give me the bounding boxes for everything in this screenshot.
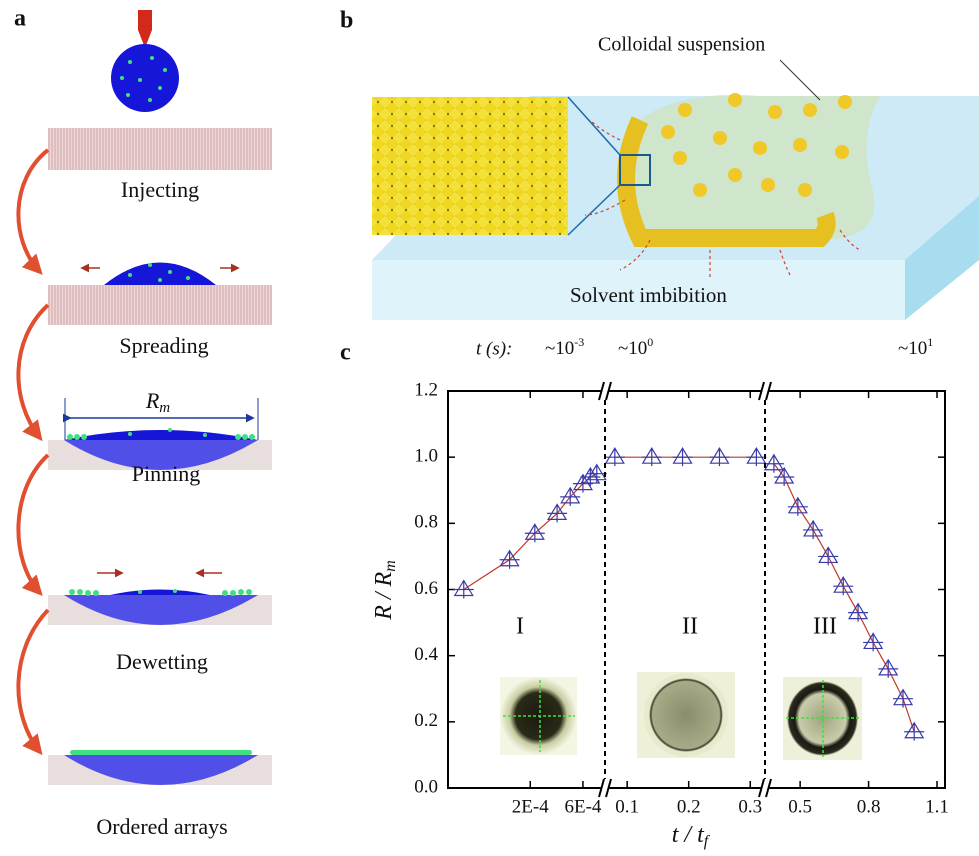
radius-sub: m <box>159 400 170 416</box>
region-label: II <box>682 614 698 640</box>
x-tick-label: 0.2 <box>677 796 701 817</box>
data-point <box>818 547 838 565</box>
panel-label: b <box>340 8 353 34</box>
data-point <box>904 723 924 741</box>
data-point <box>560 488 580 506</box>
droplet <box>64 430 258 440</box>
callout-line <box>780 60 820 100</box>
x-tick-label: 0.3 <box>738 796 762 817</box>
data-point <box>764 455 784 473</box>
time-mark-base: ~10 <box>618 338 647 359</box>
data-point <box>878 660 898 678</box>
x-label-base: t / t <box>672 822 705 848</box>
callout: Colloidal suspension <box>598 34 765 56</box>
y-tick-label: 1.0 <box>414 446 438 467</box>
step-label: Ordered arrays <box>96 814 227 839</box>
panel-label: a <box>14 6 26 32</box>
data-point <box>587 465 607 483</box>
radius-label: Rm <box>145 388 170 416</box>
figure: a Injecting Spreading Rm Pinning Dewetti… <box>0 0 979 856</box>
data-point <box>833 577 853 595</box>
time-mark: ~10-3 <box>545 335 584 360</box>
micrograph-disc <box>644 673 728 757</box>
crystal-inset <box>372 97 568 235</box>
x-axis-label: t / tf <box>672 822 711 850</box>
substrate <box>48 128 272 170</box>
ordered-array <box>70 750 252 755</box>
y-label-sub: m <box>382 560 399 572</box>
panel-b: b Colloidal suspension Solvent imbibitio… <box>340 8 979 321</box>
y-tick-label: 1.2 <box>414 379 438 400</box>
y-tick-label: 0.4 <box>414 644 438 665</box>
droplet <box>110 590 210 596</box>
data-point <box>863 633 883 651</box>
data-point <box>547 504 567 522</box>
y-tick-label: 0.0 <box>414 776 438 797</box>
substrate <box>48 285 272 325</box>
panel-label: c <box>340 340 351 366</box>
data-point <box>605 448 625 466</box>
x-tick-label: 2E-4 <box>512 796 549 817</box>
y-axis-label: R / Rm <box>371 560 399 621</box>
page: {"panel_a": {"label": "a", "steps": ["In… <box>0 0 979 856</box>
time-mark-base: ~10 <box>898 338 927 359</box>
time-mark-sup: 1 <box>927 335 933 349</box>
x-tick-label: 6E-4 <box>564 796 601 817</box>
caption: Solvent imbibition <box>570 283 727 307</box>
panel-a: a Injecting Spreading Rm Pinning Dewetti… <box>14 6 272 840</box>
needle <box>138 10 152 48</box>
data-point <box>848 604 868 622</box>
time-mark-sup: 0 <box>647 335 653 349</box>
data-point <box>774 468 794 486</box>
data-point <box>788 498 808 516</box>
data-point <box>803 521 823 539</box>
step-label: Spreading <box>119 333 208 358</box>
x-tick-label: 0.5 <box>788 796 812 817</box>
step-label: Pinning <box>132 461 200 486</box>
time-mark: ~101 <box>898 335 933 360</box>
region-label: III <box>813 614 837 640</box>
suspension <box>625 95 880 240</box>
x-tick-label: 0.1 <box>615 796 639 817</box>
data-point <box>746 448 766 466</box>
region-label: I <box>516 614 524 640</box>
x-label-sub: f <box>704 833 711 850</box>
time-mark: ~100 <box>618 335 653 360</box>
x-tick-label: 1.1 <box>925 796 949 817</box>
step-label: Injecting <box>121 177 199 202</box>
data-point <box>454 581 474 599</box>
y-tick-label: 0.6 <box>414 578 438 599</box>
y-tick-label: 0.2 <box>414 710 438 731</box>
data-point <box>500 551 520 569</box>
y-label-base: R / R <box>371 571 397 620</box>
data-point <box>709 448 729 466</box>
process-arrows <box>18 150 48 752</box>
step-label: Dewetting <box>116 649 208 674</box>
data-point <box>893 690 913 708</box>
y-tick-label: 0.8 <box>414 512 438 533</box>
time-mark-sup: -3 <box>574 335 584 349</box>
radius-base: R <box>145 388 160 413</box>
data-point <box>642 448 662 466</box>
x-tick-label: 0.8 <box>857 796 881 817</box>
data-point <box>673 448 693 466</box>
panel-c: c t (s): ~10-3 ~100 ~101 R / Rm t / tf I… <box>340 335 949 850</box>
time-mark-base: ~10 <box>545 338 574 359</box>
time-label: t (s): <box>476 338 512 359</box>
